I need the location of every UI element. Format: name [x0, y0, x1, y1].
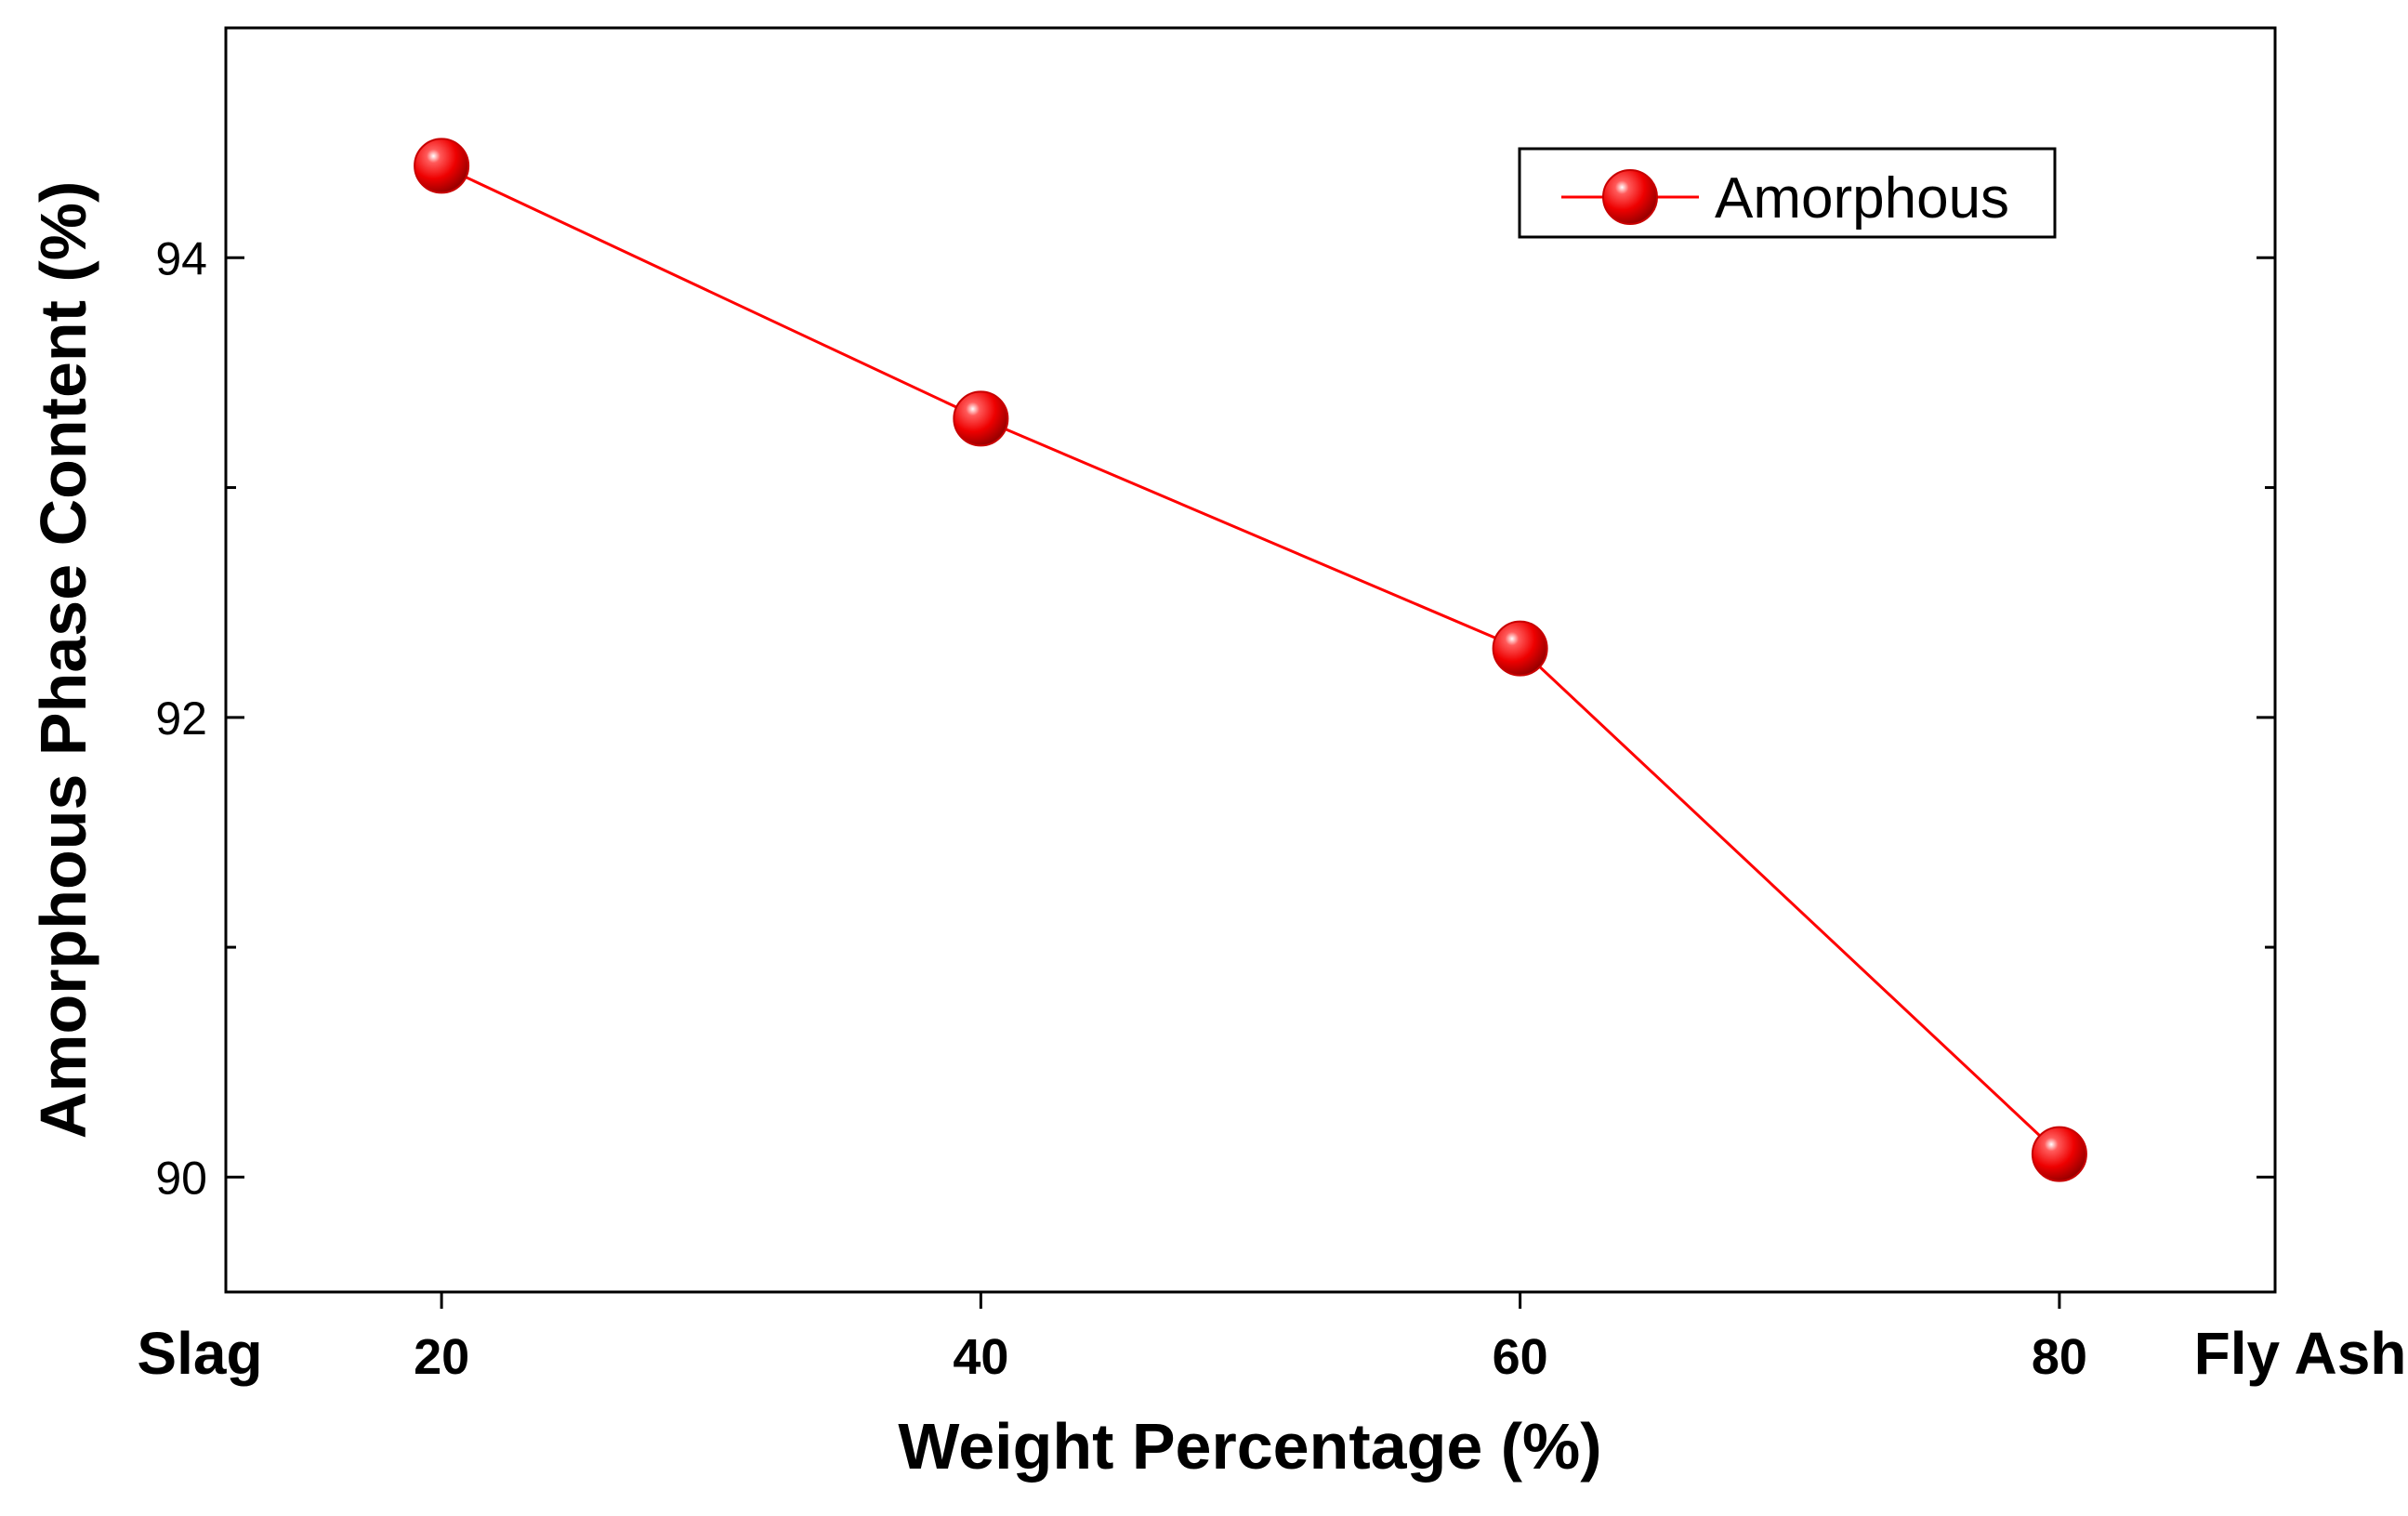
legend-marker: [1602, 169, 1658, 225]
y-axis-title: Amorphous Phase Content (%): [27, 181, 99, 1140]
y-tick-label: 94: [155, 232, 207, 284]
plot-frame: [224, 26, 2277, 1294]
y-tick-label: 90: [155, 1152, 207, 1204]
x-right-end-label: Fly Ash: [2194, 1320, 2407, 1387]
x-tick-label: 40: [953, 1329, 1008, 1385]
legend-label: Amorphous: [1715, 166, 2009, 231]
y-tick-label: 92: [155, 692, 207, 745]
x-tick-label: 60: [1493, 1329, 1548, 1385]
data-point-amorphous: [414, 138, 470, 194]
x-tick-label: 80: [2032, 1329, 2087, 1385]
legend: Amorphous: [1518, 147, 2057, 239]
x-tick-label: 20: [414, 1329, 469, 1385]
x-axis-title: Weight Percentage (%): [898, 1410, 1601, 1483]
series-line-amorphous: [441, 165, 2060, 1155]
data-point-amorphous: [1492, 620, 1548, 677]
data-point-amorphous: [2031, 1126, 2087, 1182]
data-point-amorphous: [953, 390, 1009, 447]
x-left-end-label: Slag: [137, 1320, 262, 1387]
